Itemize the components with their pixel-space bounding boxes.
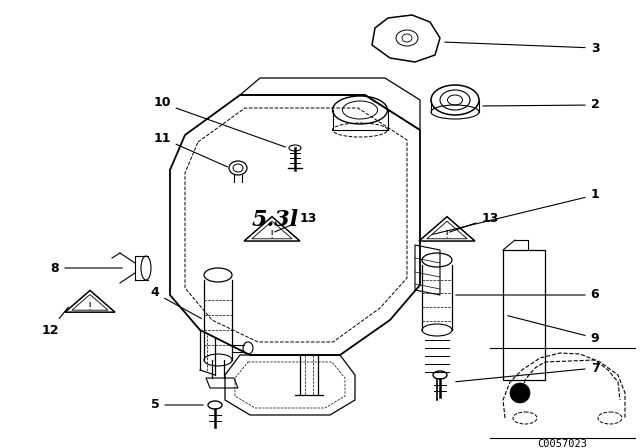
Text: 13: 13	[275, 211, 317, 232]
Circle shape	[510, 383, 530, 403]
Text: 5.3l: 5.3l	[252, 209, 299, 231]
Text: 6: 6	[456, 289, 599, 302]
Text: 12: 12	[41, 307, 68, 336]
Text: 8: 8	[51, 262, 122, 275]
Text: 10: 10	[153, 96, 285, 147]
Text: !: !	[270, 230, 274, 240]
Text: !: !	[445, 230, 449, 240]
Text: C0057023: C0057023	[537, 439, 587, 448]
Text: 9: 9	[508, 316, 599, 345]
Text: 3: 3	[445, 42, 599, 55]
Text: 5: 5	[150, 399, 204, 412]
Text: 7: 7	[456, 362, 600, 382]
Text: !: !	[88, 302, 92, 312]
Text: 11: 11	[153, 132, 227, 167]
Text: 1: 1	[433, 189, 600, 234]
Text: 13: 13	[450, 211, 499, 232]
Text: 4: 4	[150, 287, 202, 319]
Text: 2: 2	[483, 99, 600, 112]
